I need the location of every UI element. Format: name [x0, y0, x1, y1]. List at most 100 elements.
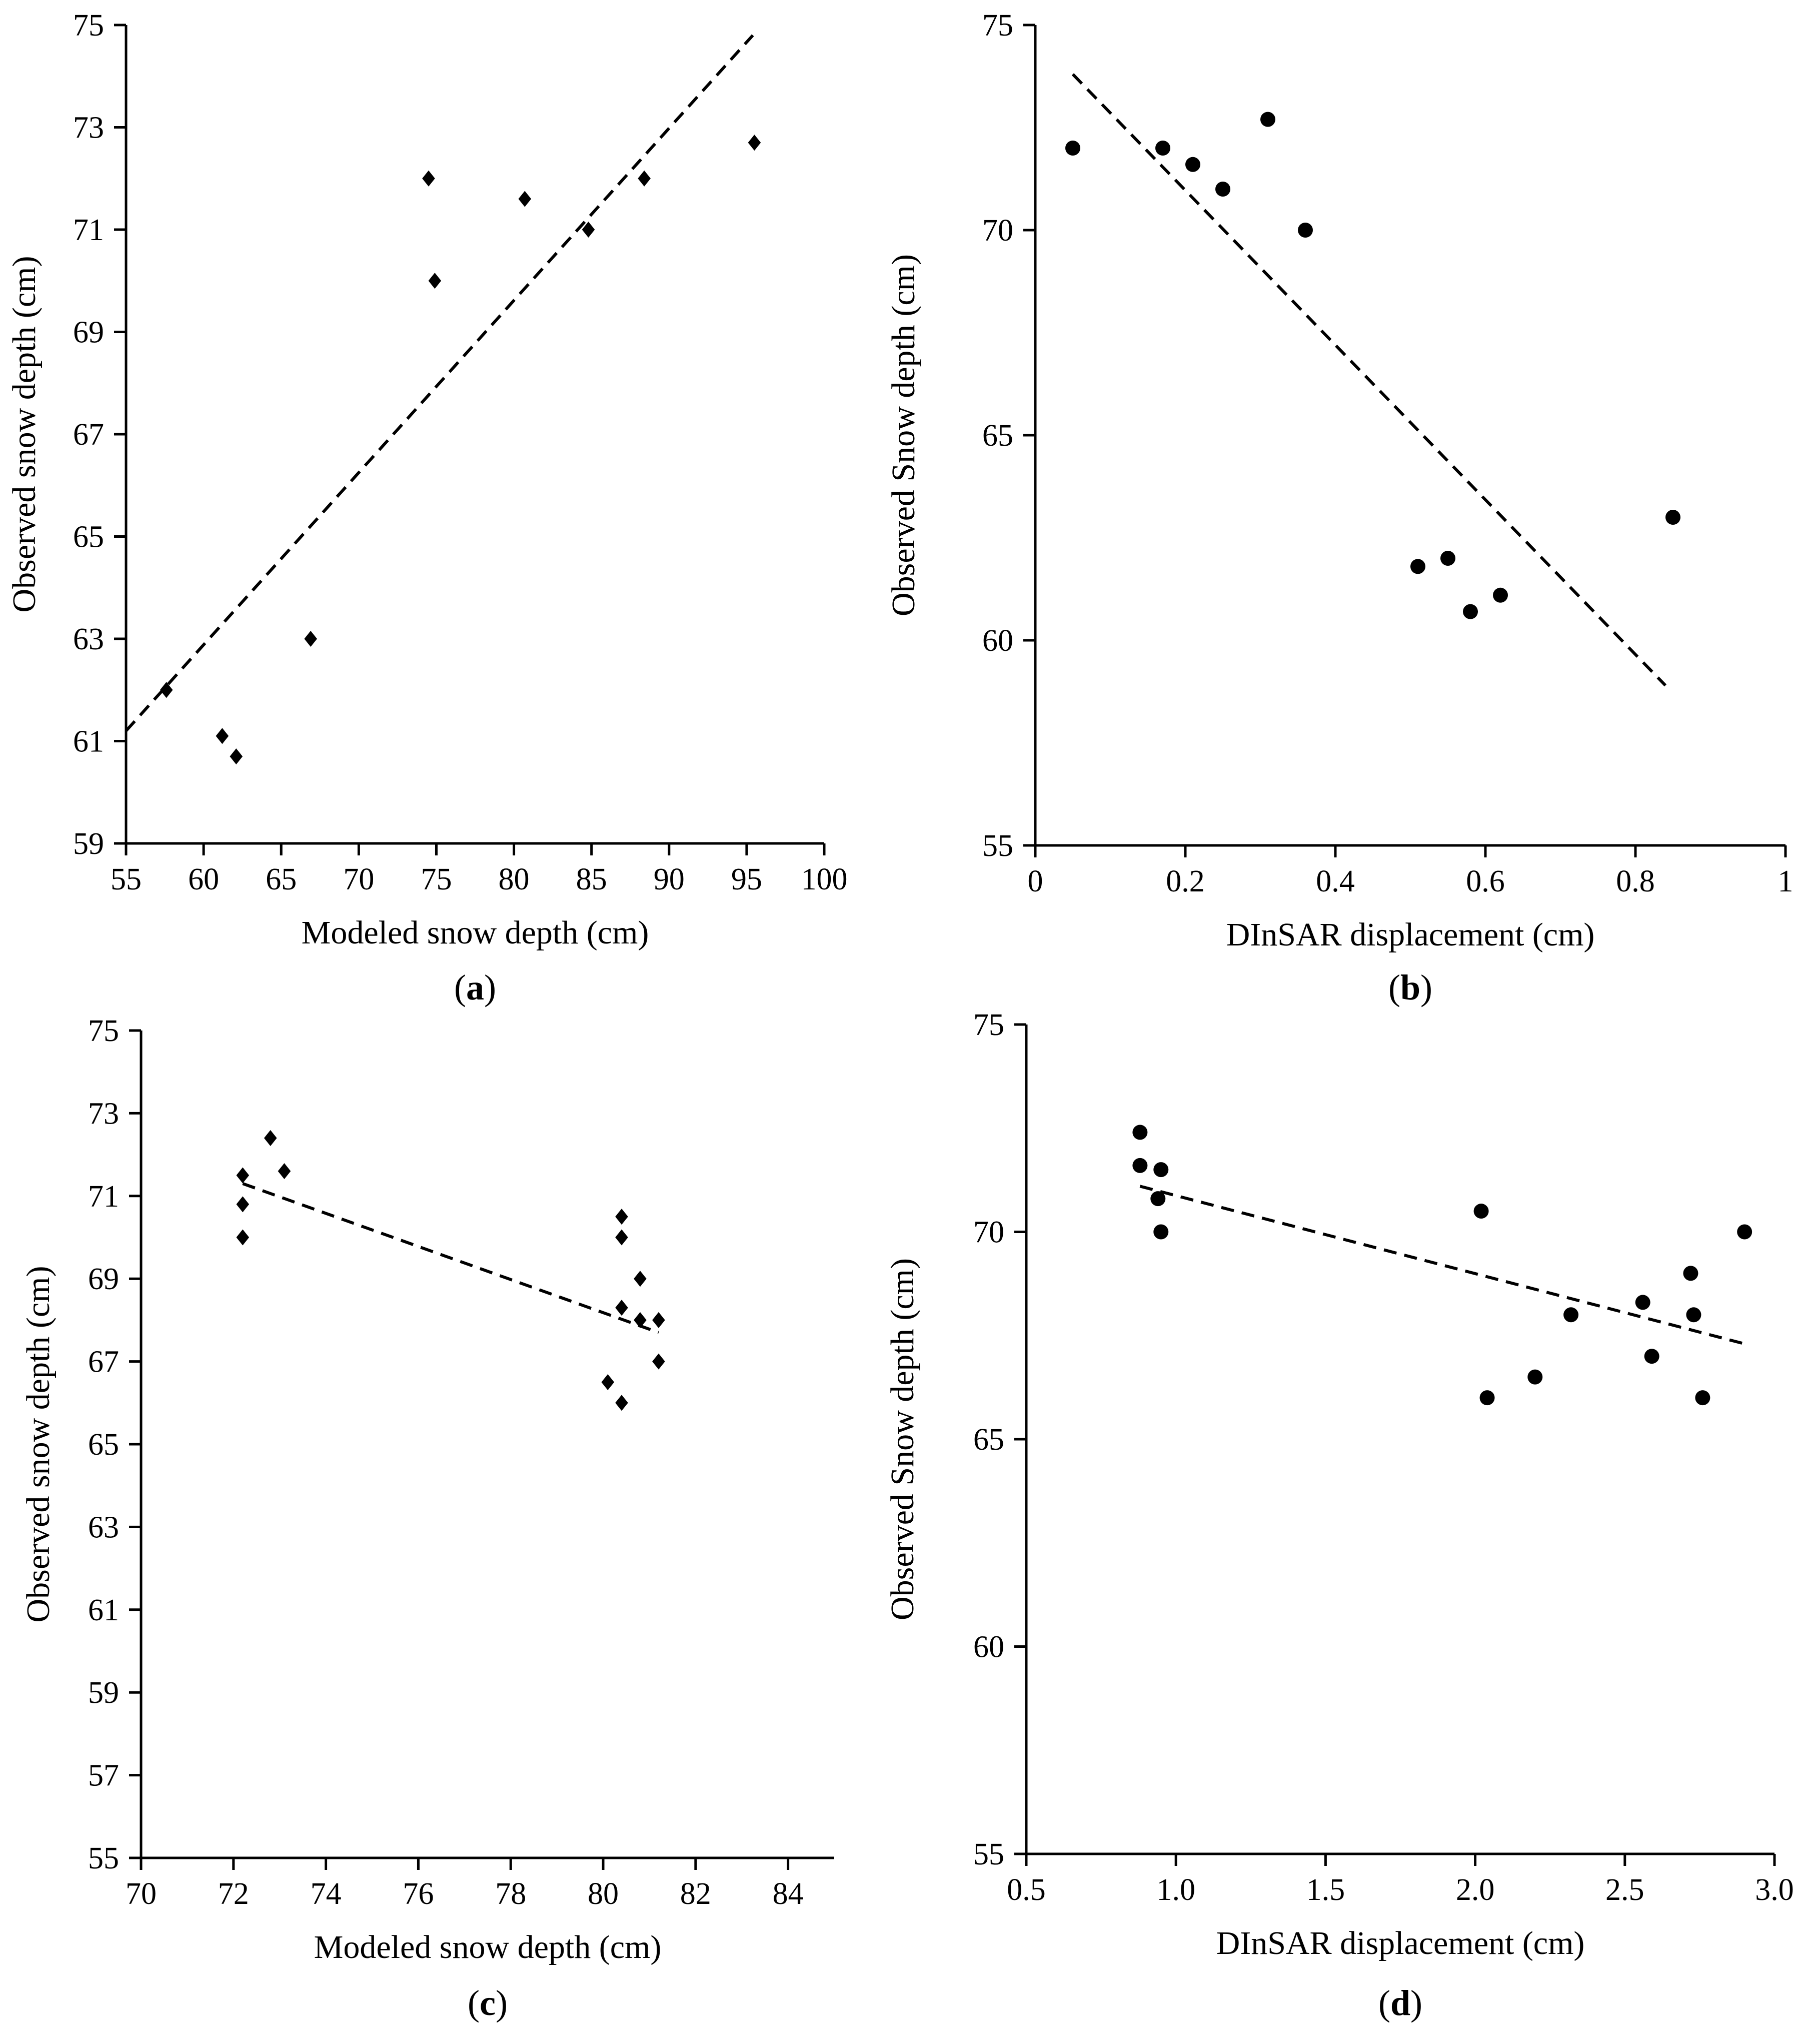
y-tick-label: 71: [73, 213, 104, 247]
y-tick-label: 61: [73, 725, 104, 759]
data-point: [278, 1163, 291, 1180]
data-point: [422, 170, 435, 187]
panel-caption: (b): [1388, 967, 1432, 1007]
trend-line: [1071, 73, 1667, 687]
data-point: [230, 748, 243, 765]
panel-caption-letter: b: [1400, 967, 1420, 1007]
data-point: [638, 170, 651, 187]
x-tick-label: 2.0: [1456, 1873, 1495, 1907]
y-tick-label: 70: [973, 1216, 1004, 1250]
data-point: [582, 222, 595, 238]
x-tick-label: 85: [576, 862, 607, 896]
data-point: [1440, 551, 1455, 566]
y-tick-label: 65: [973, 1423, 1004, 1457]
data-point: [615, 1395, 628, 1411]
data-point: [1132, 1158, 1148, 1173]
data-point: [615, 1229, 628, 1246]
data-point: [1686, 1307, 1701, 1323]
x-tick-label: 1.5: [1306, 1873, 1345, 1907]
x-tick-label: 2.5: [1605, 1873, 1644, 1907]
y-tick-label: 57: [88, 1759, 119, 1793]
x-axis-title: Modeled snow depth (cm): [302, 914, 649, 951]
x-tick-label: 0: [1028, 864, 1043, 898]
x-tick-label: 0.8: [1616, 864, 1655, 898]
data-point: [1644, 1349, 1659, 1364]
data-point: [1665, 510, 1680, 525]
x-tick-label: 82: [680, 1877, 711, 1911]
y-tick-label: 60: [973, 1630, 1004, 1664]
data-point: [428, 273, 442, 289]
y-tick-label: 69: [73, 316, 104, 350]
data-point: [236, 1167, 250, 1184]
y-tick-label: 70: [982, 214, 1013, 248]
x-tick-label: 70: [343, 862, 374, 896]
y-tick-label: 75: [973, 1008, 1004, 1042]
x-tick-label: 72: [218, 1877, 249, 1911]
data-point: [236, 1196, 250, 1213]
data-point: [634, 1271, 647, 1287]
x-tick-label: 65: [266, 862, 297, 896]
panel-caption-letter: c: [480, 1983, 496, 2023]
data-point: [1473, 1204, 1489, 1219]
panel-caption: (a): [454, 967, 496, 1007]
y-tick-label: 63: [88, 1510, 119, 1544]
x-axis-title: Modeled snow depth (cm): [314, 1929, 662, 1965]
x-tick-label: 1: [1778, 864, 1793, 898]
panel-a: 55 60 65 70 75 80 85 90 95 100 59 61 63 65 67 69 71 73 75 M…: [6, 9, 848, 1007]
x-tick-label: 95: [731, 862, 762, 896]
y-tick-label: 69: [88, 1262, 119, 1296]
data-point: [1463, 604, 1478, 619]
y-tick-label: 75: [88, 1014, 119, 1048]
y-tick-label: 55: [982, 829, 1013, 863]
panel-caption-letter: d: [1390, 1983, 1410, 2023]
y-tick-label: 55: [973, 1837, 1004, 1871]
data-point: [236, 1229, 250, 1246]
x-tick-label: 80: [588, 1877, 619, 1911]
data-point: [1153, 1162, 1169, 1178]
data-point: [1150, 1191, 1166, 1207]
panel-caption: (c): [468, 1983, 508, 2023]
x-tick-label: 0.5: [1007, 1873, 1046, 1907]
x-tick-label: 78: [495, 1877, 526, 1911]
y-tick-label: 55: [88, 1841, 119, 1875]
data-point: [1185, 157, 1200, 172]
data-point: [264, 1130, 277, 1147]
data-point: [634, 1312, 647, 1328]
data-point: [615, 1300, 628, 1316]
x-tick-label: 74: [311, 1877, 342, 1911]
y-tick-label: 65: [73, 520, 104, 554]
data-point: [601, 1374, 615, 1390]
y-tick-label: 61: [88, 1593, 119, 1627]
data-point: [1683, 1266, 1698, 1281]
data-point: [1065, 141, 1080, 156]
x-tick-label: 100: [801, 862, 848, 896]
trend-line: [125, 34, 754, 732]
x-tick-label: 0.2: [1166, 864, 1205, 898]
y-axis-title: Observed snow depth (cm): [20, 1266, 57, 1623]
data-point: [1155, 141, 1170, 156]
y-tick-label: 67: [73, 418, 104, 452]
y-tick-label: 71: [88, 1180, 119, 1214]
y-tick-label: 67: [88, 1345, 119, 1379]
x-tick-label: 0.4: [1316, 864, 1355, 898]
data-point: [1737, 1224, 1752, 1240]
panel-c: 70 72 74 76 78 80 82 84 55 57 59 61 63 65 67 69 71 73 75 Mo…: [20, 1014, 834, 2023]
data-point: [216, 728, 229, 744]
data-point: [1260, 112, 1275, 127]
panel-caption-letter: a: [466, 967, 484, 1007]
y-tick-label: 73: [73, 111, 104, 145]
data-point: [1215, 182, 1230, 197]
x-tick-label: 90: [654, 862, 685, 896]
x-tick-label: 0.6: [1466, 864, 1505, 898]
data-point: [1410, 559, 1425, 574]
data-point: [1527, 1369, 1543, 1385]
x-tick-label: 55: [111, 862, 142, 896]
y-tick-label: 63: [73, 622, 104, 656]
y-tick-label: 75: [982, 9, 1013, 43]
data-point: [1298, 223, 1313, 238]
data-point: [615, 1209, 628, 1225]
data-point: [1695, 1390, 1710, 1406]
y-tick-label: 60: [982, 624, 1013, 658]
y-tick-label: 59: [73, 827, 104, 861]
data-point: [1635, 1295, 1650, 1310]
